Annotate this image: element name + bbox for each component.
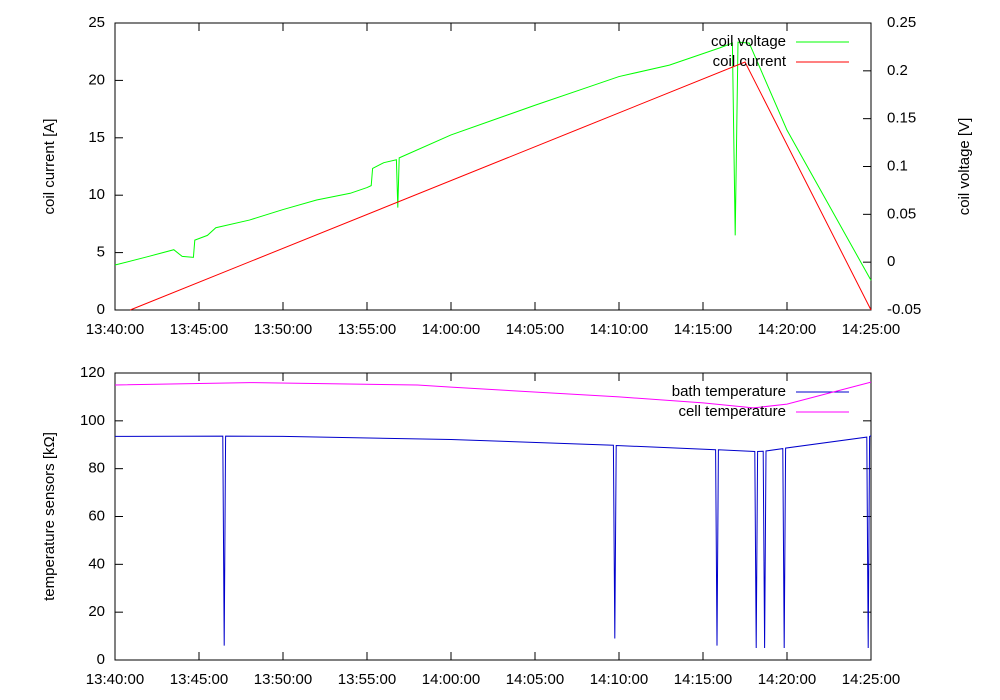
y-tick-label: 40 [88,555,105,572]
x-tick-label: 14:00:00 [422,321,480,338]
y-tick-label: 100 [80,412,105,429]
y-tick-label: 5 [97,244,105,261]
y2-tick-label: 0.25 [887,14,916,31]
x-tick-label: 13:40:00 [86,671,144,688]
y2-axis-label: coil voltage [V] [956,118,973,216]
x-tick-label: 14:10:00 [590,671,648,688]
y-tick-label: 60 [88,507,105,524]
y2-tick-label: -0.05 [887,301,921,318]
x-tick-label: 14:15:00 [674,671,732,688]
y-axis-label: temperature sensors [kΩ] [41,432,58,601]
x-tick-label: 14:00:00 [422,671,480,688]
x-tick-label: 13:40:00 [86,321,144,338]
data-line [114,41,872,281]
y-axis-label: coil current [A] [41,119,58,215]
x-tick-label: 13:50:00 [254,671,312,688]
y2-tick-label: 0 [887,253,895,270]
x-tick-label: 13:55:00 [338,321,396,338]
legend-label: coil current [713,53,787,70]
legend-label: coil voltage [711,33,786,50]
x-tick-label: 13:45:00 [170,321,228,338]
x-tick-label: 13:55:00 [338,671,396,688]
y-tick-label: 20 [88,71,105,88]
x-tick-label: 14:20:00 [758,671,816,688]
y-tick-label: 0 [97,301,105,318]
y-tick-label: 0 [97,651,105,668]
x-tick-label: 13:45:00 [170,671,228,688]
data-line [114,435,872,649]
y2-tick-label: 0.15 [887,110,916,127]
y-tick-label: 20 [88,603,105,620]
x-tick-label: 14:25:00 [842,671,900,688]
x-tick-label: 14:05:00 [506,321,564,338]
y2-tick-label: 0.1 [887,157,908,174]
y-tick-label: 15 [88,129,105,146]
y-tick-label: 25 [88,14,105,31]
data-line [114,381,872,409]
x-tick-label: 13:50:00 [254,321,312,338]
y2-tick-label: 0.05 [887,205,916,222]
y2-tick-label: 0.2 [887,62,908,79]
legend-label: cell temperature [678,403,786,420]
y-tick-label: 120 [80,364,105,381]
x-tick-label: 14:15:00 [674,321,732,338]
data-line [129,61,872,311]
x-tick-label: 14:05:00 [506,671,564,688]
y-tick-label: 10 [88,186,105,203]
x-tick-label: 14:25:00 [842,321,900,338]
x-tick-label: 14:10:00 [590,321,648,338]
x-tick-label: 14:20:00 [758,321,816,338]
legend-label: bath temperature [672,383,786,400]
y-tick-label: 80 [88,460,105,477]
